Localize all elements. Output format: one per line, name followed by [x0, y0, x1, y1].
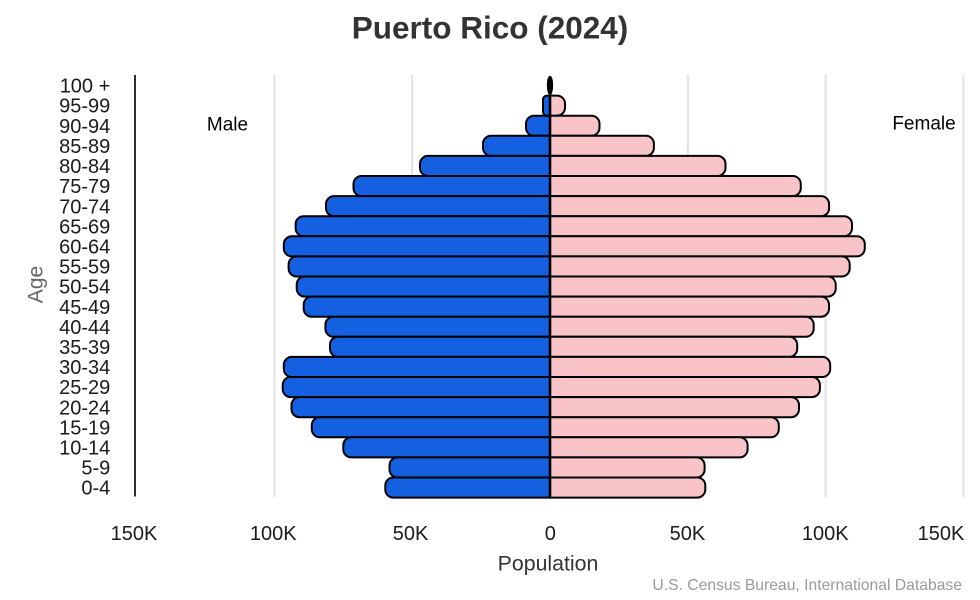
svg-text:60-64: 60-64	[59, 237, 110, 259]
svg-text:45-49: 45-49	[59, 297, 110, 319]
svg-text:55-59: 55-59	[59, 257, 110, 279]
svg-text:15-19: 15-19	[59, 417, 110, 439]
svg-text:80-84: 80-84	[59, 156, 110, 178]
svg-text:40-44: 40-44	[59, 317, 110, 339]
svg-text:35-39: 35-39	[59, 337, 110, 359]
svg-text:Female: Female	[892, 114, 955, 135]
svg-text:Male: Male	[207, 114, 248, 135]
svg-text:0: 0	[545, 523, 556, 545]
svg-text:50K: 50K	[670, 523, 706, 545]
svg-text:50-54: 50-54	[59, 277, 110, 299]
svg-text:25-29: 25-29	[59, 377, 110, 399]
svg-text:30-34: 30-34	[59, 357, 110, 379]
svg-text:100 +: 100 +	[60, 76, 111, 98]
svg-text:95-99: 95-99	[59, 96, 110, 118]
svg-text:90-94: 90-94	[59, 116, 110, 138]
svg-text:150K: 150K	[918, 523, 965, 545]
svg-text:Population: Population	[498, 552, 599, 576]
svg-text:70-74: 70-74	[59, 196, 110, 218]
svg-text:75-79: 75-79	[59, 176, 110, 198]
svg-text:U.S. Census Bureau, Internatio: U.S. Census Bureau, International Databa…	[652, 577, 962, 594]
svg-text:85-89: 85-89	[59, 136, 110, 158]
svg-text:Age: Age	[25, 266, 48, 303]
svg-text:0-4: 0-4	[81, 478, 110, 500]
svg-text:150K: 150K	[111, 523, 158, 545]
svg-text:Puerto Rico (2024): Puerto Rico (2024)	[352, 10, 629, 46]
svg-text:10-14: 10-14	[59, 438, 110, 460]
svg-text:100K: 100K	[802, 523, 849, 545]
svg-text:50K: 50K	[393, 523, 429, 545]
svg-text:100K: 100K	[250, 523, 297, 545]
svg-text:20-24: 20-24	[59, 397, 110, 419]
svg-text:5-9: 5-9	[81, 458, 110, 480]
svg-text:65-69: 65-69	[59, 216, 110, 238]
